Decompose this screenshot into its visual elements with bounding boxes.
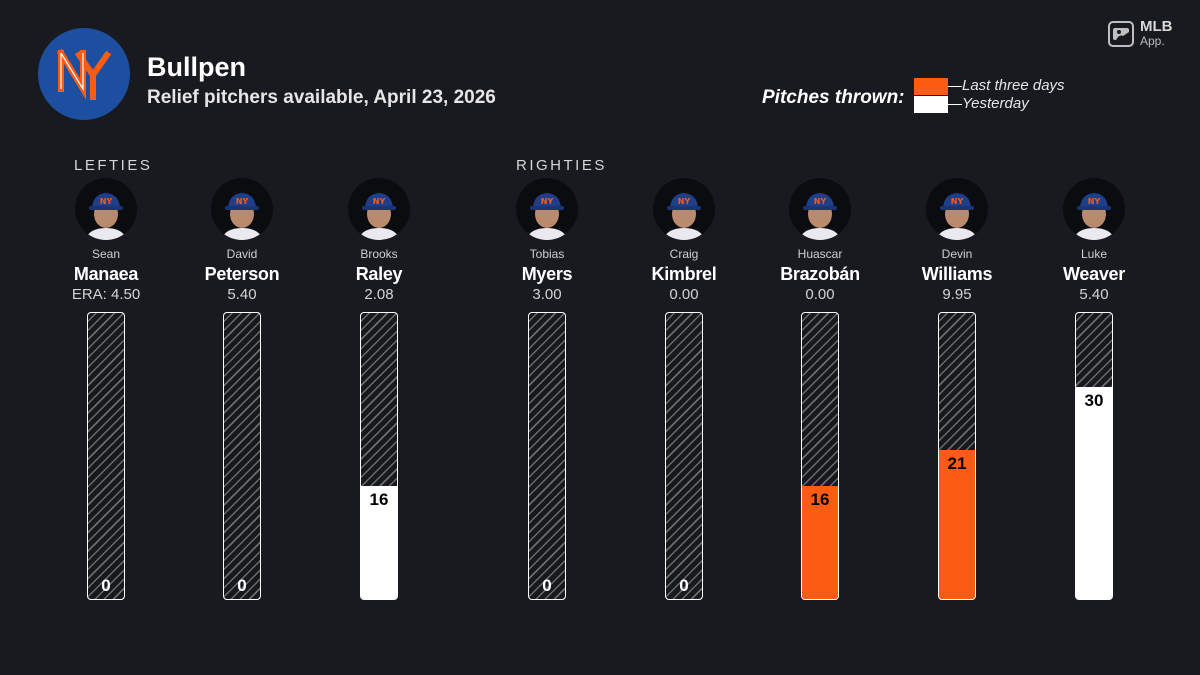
svg-text:NY: NY <box>814 197 827 206</box>
pitch-count-bar: 30 <box>1075 312 1113 600</box>
legend-label-yesterday: Yesterday <box>962 95 1029 112</box>
pitcher-first-name: Sean <box>91 247 121 261</box>
mlb-app-logo: MLB App. <box>1108 18 1173 48</box>
pitcher-card: NY David Peterson 5.40 <box>172 178 312 304</box>
pitcher-card: NY Tobias Myers 3.00 <box>477 178 617 304</box>
svg-text:NY: NY <box>951 197 964 206</box>
pitch-count-bar: 21 <box>938 312 976 600</box>
pitcher-first-name: David <box>226 247 258 261</box>
mlb-brand-sub: App. <box>1140 34 1165 48</box>
pitcher-last-name: Williams <box>921 264 993 284</box>
pitcher-card: NY Devin Williams 9.95 <box>887 178 1027 304</box>
group-label-lefties: LEFTIES <box>74 157 153 174</box>
group-label-righties: RIGHTIES <box>516 157 607 174</box>
headshot-avatar: NY <box>926 178 988 240</box>
page-title: Bullpen <box>147 52 246 82</box>
headshot-avatar: NY <box>516 178 578 240</box>
svg-text:NY: NY <box>100 197 113 206</box>
team-logo <box>38 28 130 120</box>
pitch-count-fill <box>802 486 838 599</box>
headshot-avatar: NY <box>789 178 851 240</box>
pitcher-last-name: Brazobán <box>780 264 860 284</box>
pitcher-era: 0.00 <box>805 286 835 303</box>
pitcher-card: NY Brooks Raley 2.08 <box>309 178 449 304</box>
page-subtitle: Relief pitchers available, April 23, 202… <box>147 87 496 108</box>
pitcher-first-name: Huascar <box>797 247 843 261</box>
pitch-count-label: 21 <box>947 454 967 473</box>
pitch-count-bar: 0 <box>528 312 566 600</box>
pitch-count-label: 0 <box>237 576 247 595</box>
pitch-count-label: 0 <box>542 576 552 595</box>
pitch-count-fill <box>939 450 975 599</box>
legend-swatch-last-three-days <box>914 78 948 95</box>
pitcher-card: NY Huascar Brazobán 0.00 <box>750 178 890 304</box>
headshot-avatar: NY <box>348 178 410 240</box>
mlb-icon <box>1108 21 1134 47</box>
pitcher-last-name: Manaea <box>73 264 139 284</box>
pitch-count-label: 0 <box>101 576 111 595</box>
pitcher-era: 0.00 <box>669 286 699 303</box>
pitch-count-label: 16 <box>369 490 389 509</box>
pitcher-last-name: Peterson <box>204 264 280 284</box>
mlb-brand-name: MLB <box>1140 18 1173 35</box>
headshot-avatar: NY <box>211 178 273 240</box>
pitch-count-bar: 16 <box>801 312 839 600</box>
pitch-count-bar: 16 <box>360 312 398 600</box>
pitcher-card: NY Craig Kimbrel 0.00 <box>614 178 754 304</box>
pitch-count-label: 30 <box>1084 391 1104 410</box>
legend-label-last-three-days: Last three days <box>962 77 1065 94</box>
pitch-count-fill <box>361 486 397 599</box>
svg-text:NY: NY <box>541 197 554 206</box>
svg-text:NY: NY <box>373 197 386 206</box>
pitcher-first-name: Craig <box>669 247 699 261</box>
mets-ny-logo-icon <box>56 48 112 100</box>
pitcher-card: NY Sean Manaea ERA: 4.50 <box>36 178 176 304</box>
svg-text:NY: NY <box>678 197 691 206</box>
pitch-count-label: 0 <box>679 576 689 595</box>
pitcher-first-name: Tobias <box>529 247 565 261</box>
pitcher-era: 5.40 <box>227 286 257 303</box>
headshot-avatar: NY <box>75 178 137 240</box>
pitcher-era: 9.95 <box>942 286 972 303</box>
pitcher-era: 3.00 <box>532 286 562 303</box>
pitcher-card: NY Luke Weaver 5.40 <box>1024 178 1164 304</box>
pitcher-last-name: Myers <box>521 264 573 284</box>
headshot-avatar: NY <box>1063 178 1125 240</box>
pitcher-era: 2.08 <box>364 286 394 303</box>
pitcher-first-name: Luke <box>1080 247 1108 261</box>
svg-text:NY: NY <box>236 197 249 206</box>
svg-text:NY: NY <box>1088 197 1101 206</box>
pitch-count-fill <box>1076 387 1112 599</box>
headshot-avatar: NY <box>653 178 715 240</box>
legend-title: Pitches thrown: <box>762 87 905 108</box>
pitcher-first-name: Devin <box>941 247 973 261</box>
pitcher-era: 5.40 <box>1079 286 1109 303</box>
pitch-count-label: 16 <box>810 490 830 509</box>
pitch-count-bar: 0 <box>223 312 261 600</box>
pitch-count-bar: 0 <box>87 312 125 600</box>
legend-connector <box>948 86 962 87</box>
legend-connector <box>948 104 962 105</box>
pitcher-last-name: Kimbrel <box>651 264 717 284</box>
legend-swatch-yesterday <box>914 96 948 113</box>
pitcher-last-name: Raley <box>355 264 403 284</box>
pitcher-last-name: Weaver <box>1063 264 1125 284</box>
pitcher-era: ERA: 4.50 <box>71 286 141 303</box>
pitcher-first-name: Brooks <box>360 247 398 261</box>
pitch-count-bar: 0 <box>665 312 703 600</box>
